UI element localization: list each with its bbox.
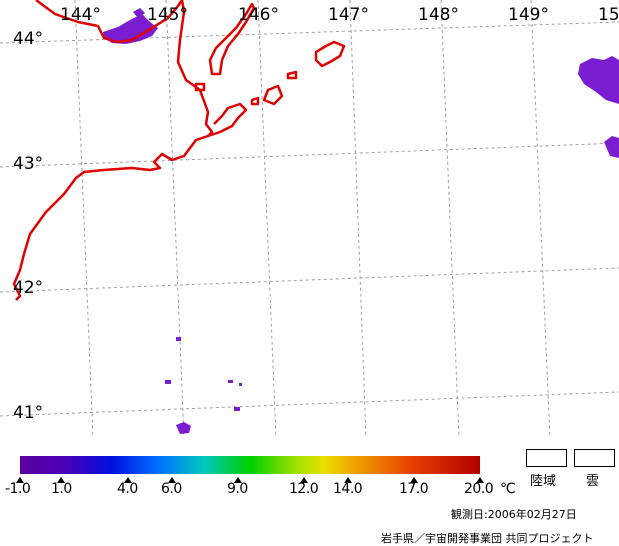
lon-label-147: 147° — [328, 5, 369, 25]
tick-mark — [168, 477, 176, 483]
tick-mark — [16, 477, 24, 483]
lat-label-44: 44° — [13, 29, 43, 49]
unit-label: ℃ — [500, 481, 516, 497]
lon-label-146: 146° — [238, 5, 279, 25]
sst-map: 144° 145° 146° 147° 148° 149° 15 44° 43°… — [0, 0, 619, 438]
graticule — [0, 0, 619, 438]
tick-label: 6.0 — [161, 481, 182, 497]
tick-label: 1.0 — [51, 481, 72, 497]
lon-label-145: 145° — [147, 5, 188, 25]
tick-mark — [344, 477, 352, 483]
tick-mark — [124, 477, 132, 483]
cloud-swatch — [574, 449, 615, 467]
tick-label: 12.0 — [289, 481, 319, 497]
cloud-label: 雲 — [586, 474, 600, 489]
legend: -1.0 1.0 4.0 6.0 9.0 12.0 14.0 17.0 20.0… — [0, 438, 619, 546]
tick-mark — [234, 477, 242, 483]
lat-label-43: 43° — [13, 154, 43, 174]
observation-date: 観測日:2006年02月27日 — [451, 508, 577, 521]
land-label: 陸域 — [530, 474, 557, 489]
tick-label: 4.0 — [117, 481, 138, 497]
tick-label: 14.0 — [333, 481, 363, 497]
tick-label: 9.0 — [227, 481, 248, 497]
lon-label-149: 149° — [508, 5, 549, 25]
credit-line: 岩手県／宇宙開発事業団 共同プロジェクト — [381, 532, 594, 545]
land-swatch — [526, 449, 567, 467]
lon-label-150: 15 — [598, 5, 619, 25]
longitude-labels: 144° 145° 146° 147° 148° 149° 15 — [60, 5, 619, 25]
color-scale-bar — [20, 456, 480, 474]
tick-mark — [410, 477, 418, 483]
tick-label: 20.0 — [464, 481, 494, 497]
tick-mark — [300, 477, 308, 483]
tick-mark — [57, 477, 65, 483]
tick-mark — [476, 477, 484, 483]
tick-label: -1.0 — [5, 481, 31, 497]
coastline — [12, 0, 346, 301]
lat-label-42: 42° — [13, 278, 43, 298]
latitude-labels: 44° 43° 42° 41° — [13, 29, 43, 423]
lon-label-144: 144° — [60, 5, 101, 25]
lon-label-148: 148° — [418, 5, 459, 25]
tick-label: 17.0 — [399, 481, 429, 497]
lat-label-41: 41° — [13, 403, 43, 423]
cloud-patches — [103, 8, 619, 434]
